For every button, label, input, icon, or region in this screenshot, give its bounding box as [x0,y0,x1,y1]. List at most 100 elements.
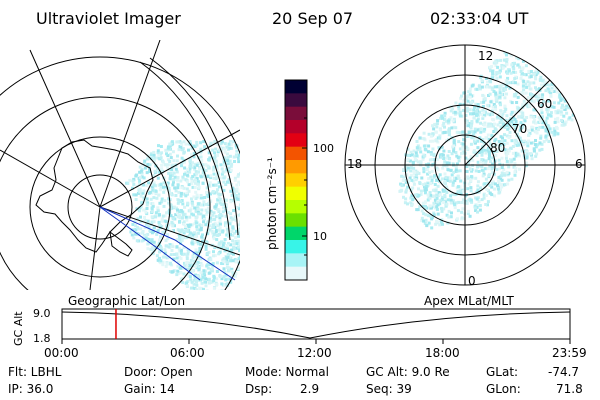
aurora-pixel [200,208,204,212]
mode-info: Mode: Normal [245,365,329,379]
aurora-pixel [454,101,458,105]
aurora-pixel [132,236,136,240]
aurora-pixel [459,96,462,100]
aurora-pixel [182,222,186,226]
aurora-pixel [170,168,174,172]
aurora-pixel [441,222,444,226]
aurora-pixel [521,84,525,88]
aurora-pixel [498,91,502,95]
aurora-pixel [456,185,460,189]
aurora-pixel [201,203,205,207]
aurora-pixel [486,203,489,207]
aurora-pixel [237,213,240,217]
aurora-pixel [168,160,172,163]
aurora-pixel [443,193,447,197]
aurora-pixel [195,143,199,147]
aurora-pixel [187,189,191,193]
aurora-pixel [175,256,179,260]
aurora-pixel [467,209,470,213]
aurora-pixel [498,162,502,166]
aurora-pixel [517,47,521,51]
aurora-pixel [193,231,196,235]
aurora-pixel [184,142,188,146]
aurora-pixel [458,147,462,151]
mlt-label-0: 0 [468,274,476,288]
aurora-pixel [503,125,507,129]
aurora-pixel [221,230,225,234]
aurora-pixel [501,146,504,150]
aurora-pixel [220,203,224,206]
aurora-pixel [179,209,183,213]
aurora-pixel [460,216,464,220]
instrument-title: Ultraviolet Imager [36,9,181,28]
aurora-pixel [575,92,579,96]
aurora-pixel [234,236,238,239]
aurora-pixel [522,117,526,121]
aurora-pixel [185,173,189,177]
aurora-pixel [189,164,193,168]
aurora-pixel [513,141,517,145]
aurora-pixel [172,205,176,209]
aurora-pixel [229,143,233,147]
aurora-pixel [483,127,487,131]
aurora-pixel [536,95,540,99]
aurora-pixel [521,91,525,95]
aurora-pixel [505,53,508,57]
aurora-pixel [227,242,230,246]
aurora-pixel [520,73,524,77]
aurora-pixel [502,87,506,91]
aurora-pixel [513,117,517,121]
aurora-pixel [419,150,423,154]
aurora-pixel [456,190,460,194]
aurora-pixel [556,111,560,115]
aurora-pixel [547,106,550,110]
aurora-pixel [497,116,501,120]
aurora-pixel [465,102,469,106]
aurora-pixel [484,177,488,181]
aurora-pixel [179,194,183,198]
aurora-pixel [481,146,485,150]
aurora-pixel [538,125,542,129]
aurora-pixel [225,152,229,156]
aurora-pixel [216,208,220,212]
aurora-pixel [495,76,499,80]
aurora-pixel [185,257,189,261]
aurora-pixel [153,158,156,162]
aurora-pixel [549,73,553,77]
aurora-pixel [421,204,425,208]
dsp-label: Dsp: [245,382,273,396]
aurora-pixel [448,176,452,180]
aurora-pixel [490,76,494,80]
aurora-pixel [204,163,208,167]
aurora-pixel [159,261,163,265]
aurora-pixel [404,197,408,201]
aurora-pixel [516,153,520,157]
aurora-pixel [179,266,183,270]
aurora-pixel [195,251,199,255]
aurora-pixel [481,93,485,97]
aurora-pixel [166,154,170,158]
aurora-pixel [525,116,529,119]
aurora-pixel [185,254,189,258]
aurora-pixel [182,150,186,154]
aurora-pixel [505,124,509,128]
aurora-pixel [160,217,164,221]
aurora-pixel [459,179,463,183]
aurora-pixel [132,193,136,197]
aurora-pixel [508,46,512,50]
aurora-pixel [131,179,135,183]
aurora-pixel [205,289,209,290]
aurora-pixel [238,157,240,160]
aurora-pixel [190,176,194,180]
aurora-pixel [424,187,428,191]
aurora-pixel [172,180,175,184]
aurora-pixel [138,206,142,210]
aurora-pixel [548,91,552,95]
aurora-pixel [443,172,447,176]
aurora-pixel [534,55,538,59]
aurora-pixel [233,178,237,182]
aurora-pixel [224,198,228,202]
aurora-pixel [528,81,532,85]
aurora-pixel [187,225,191,229]
aurora-pixel [506,71,509,75]
